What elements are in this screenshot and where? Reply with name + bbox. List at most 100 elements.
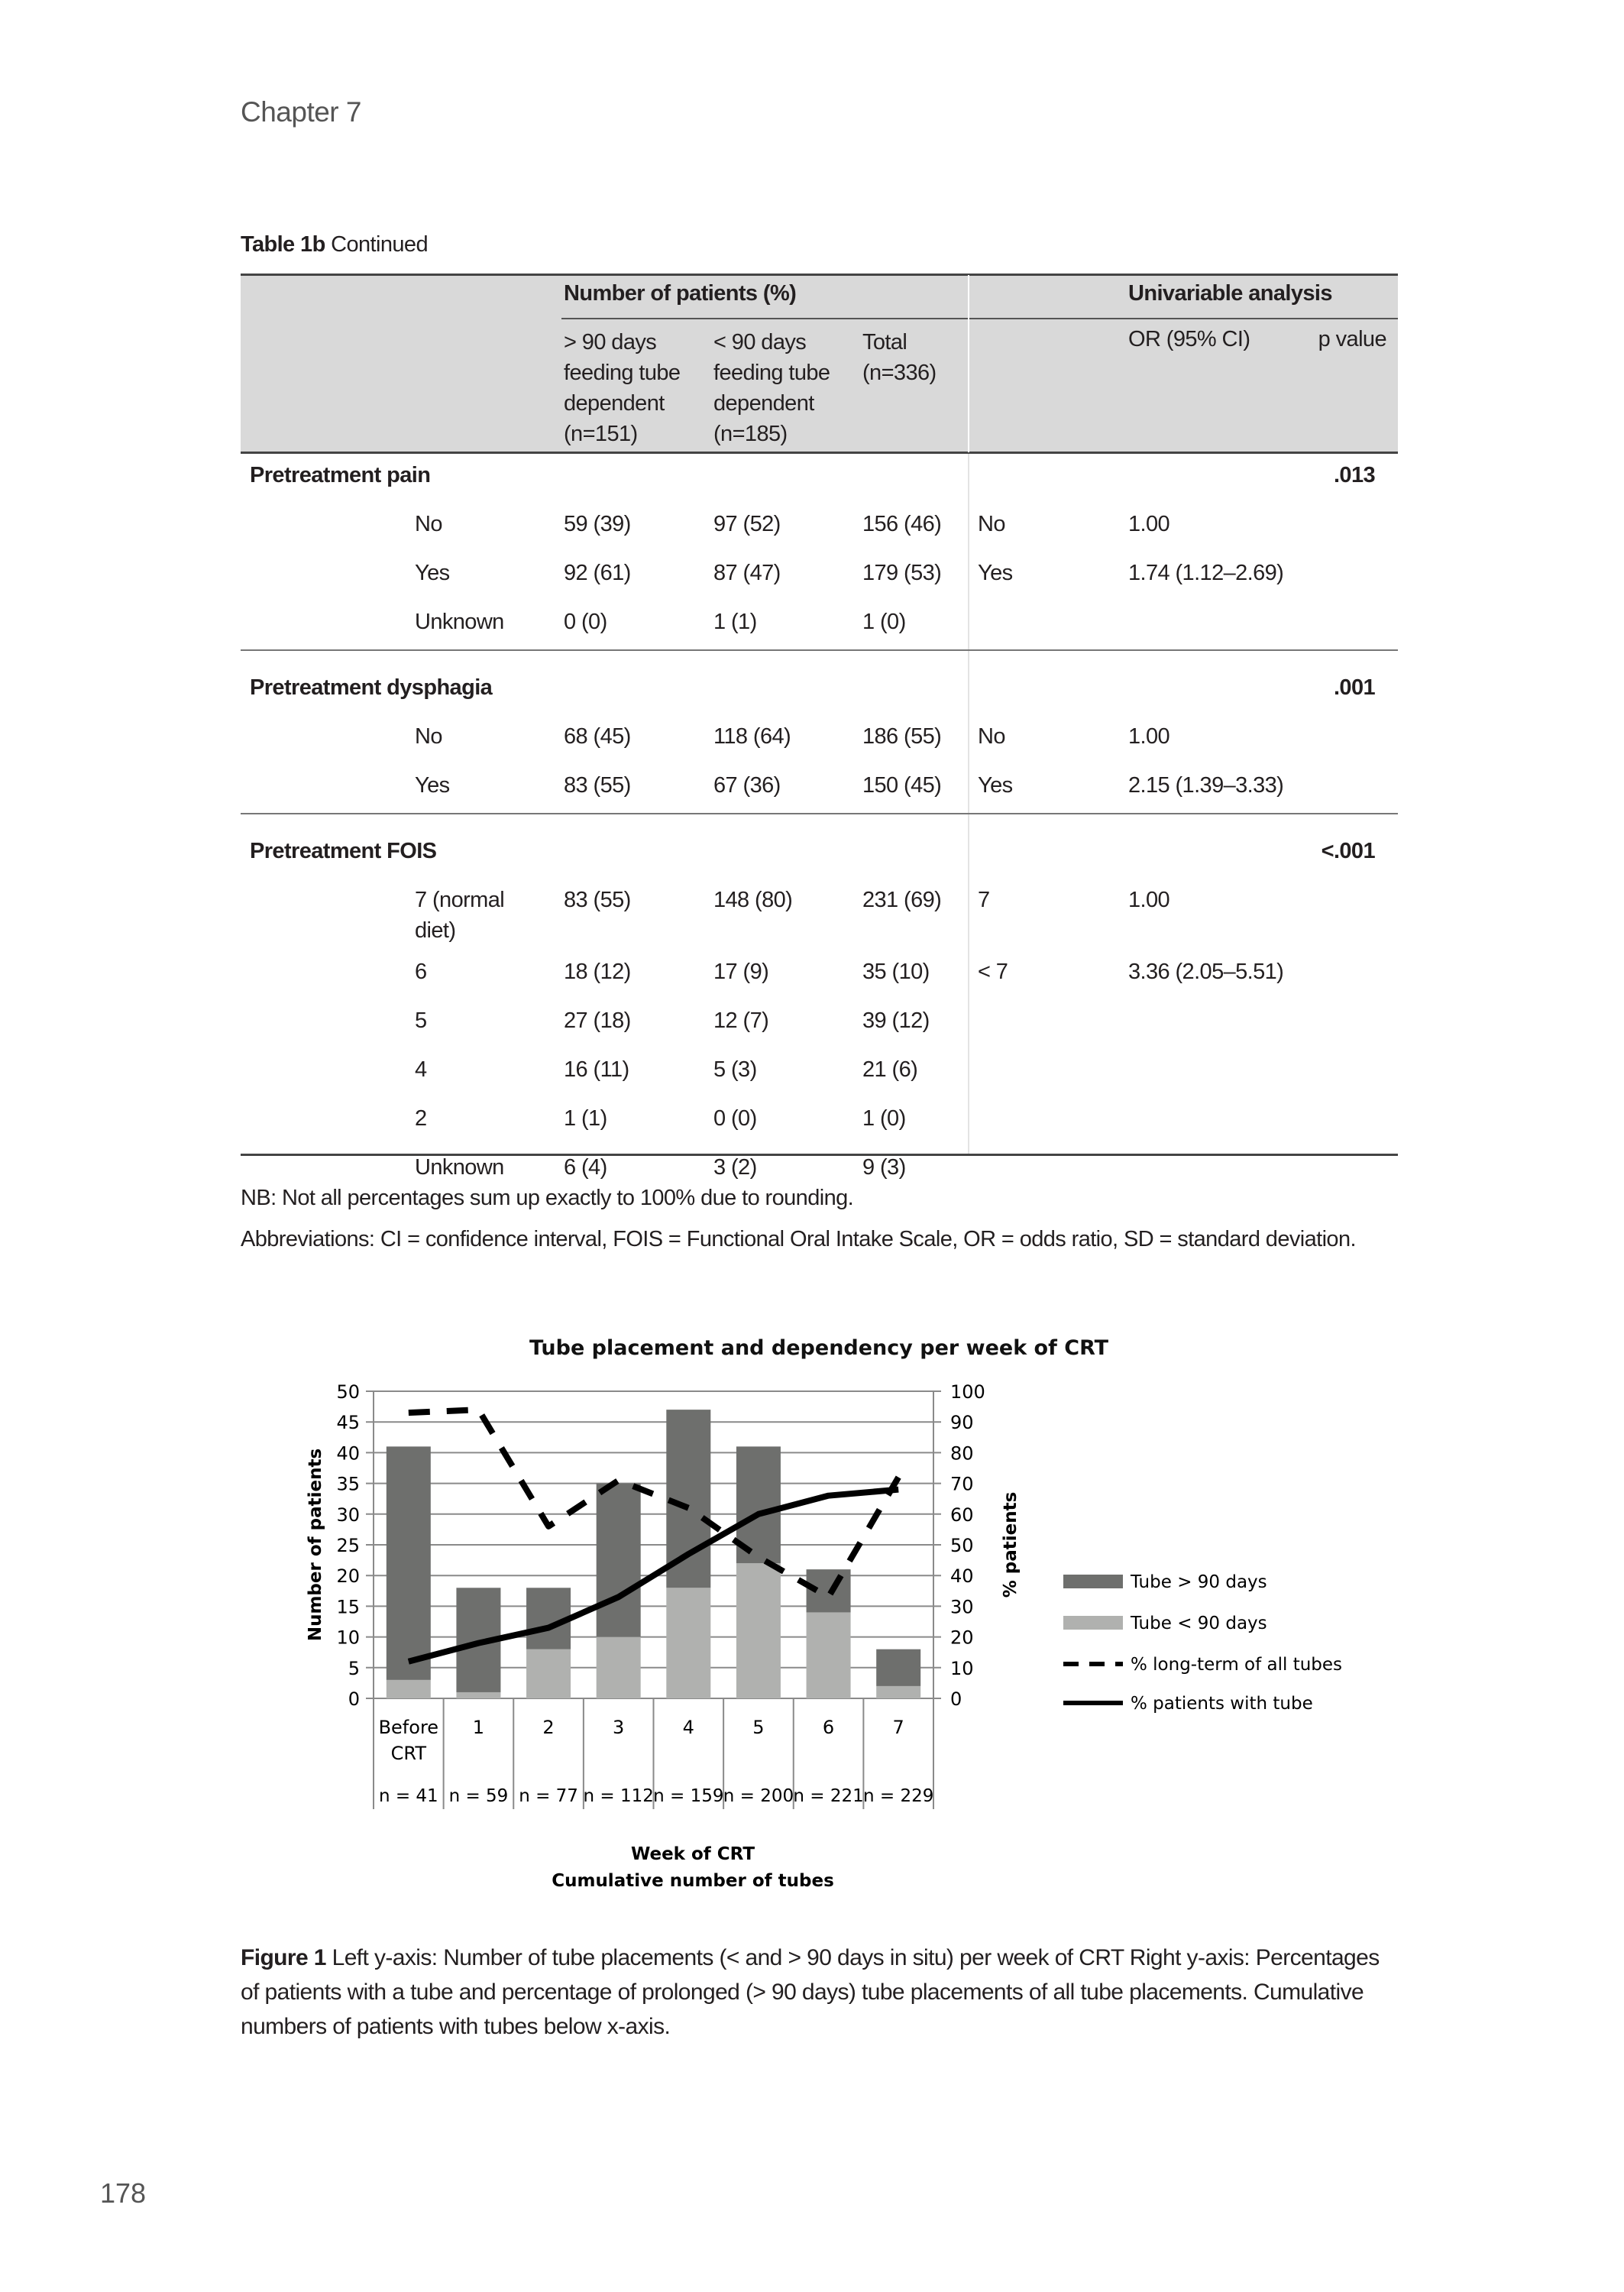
x-axis-subtitle: Cumulative number of tubes — [552, 1871, 834, 1891]
cell-category: < 7 — [978, 960, 1008, 984]
cell-gt90: 18 (12) — [564, 960, 631, 984]
bar-lt90 — [386, 1679, 431, 1698]
caption-text: Left y-axis: Number of tube placements (… — [325, 1945, 1380, 1970]
cell-gt90: 83 (55) — [564, 773, 631, 798]
y-tick-label: 50 — [336, 1381, 360, 1403]
figure-caption-line-3: numbers of patients with tubes below x-a… — [241, 2014, 671, 2039]
legend-swatch — [1063, 1616, 1123, 1630]
row-label: Unknown — [415, 1155, 504, 1180]
y2-tick-label: 70 — [950, 1474, 974, 1495]
col-gt90-line: dependent — [564, 391, 665, 416]
y-tick-label: 15 — [336, 1596, 360, 1617]
table-caption: Table 1b Continued — [241, 232, 429, 257]
cell-category: No — [978, 512, 1005, 536]
section-p-value: .001 — [1333, 675, 1376, 700]
row-label: Unknown — [415, 610, 504, 634]
group-header-patients: Number of patients (%) — [564, 281, 797, 306]
cell-or: 1.00 — [1128, 724, 1170, 749]
y2-tick-label: 100 — [950, 1381, 985, 1403]
row-label: 4 — [415, 1057, 427, 1082]
y2-tick-label: 80 — [950, 1442, 974, 1464]
cell-gt90: 16 (11) — [564, 1057, 629, 1082]
x-tick-label: 3 — [613, 1717, 624, 1738]
cell-category: 7 — [978, 888, 990, 912]
cell-total: 35 (10) — [862, 960, 930, 984]
row-label: No — [415, 512, 442, 536]
header-column-separator — [968, 275, 969, 452]
bar-gt90 — [876, 1649, 921, 1686]
column-header-p: p value — [1318, 327, 1387, 351]
table-abbreviations: Abbreviations: CI = confidence interval,… — [241, 1227, 1357, 1251]
row-label: 5 — [415, 1008, 427, 1033]
cumulative-label: n = 41 — [379, 1786, 438, 1806]
cell-total: 21 (6) — [862, 1057, 918, 1082]
cell-or: 2.15 (1.39–3.33) — [1128, 773, 1284, 798]
y-tick-label: 35 — [336, 1474, 360, 1495]
table-caption-text: Continued — [325, 232, 428, 257]
cell-category: Yes — [978, 773, 1013, 798]
section-title: Pretreatment FOIS — [250, 839, 437, 863]
col-lt90-line: dependent — [713, 391, 814, 416]
cell-or: 1.74 (1.12–2.69) — [1128, 561, 1284, 585]
table-caption-label: Table 1b — [241, 232, 325, 257]
row-label: No — [415, 724, 442, 749]
cell-gt90: 0 (0) — [564, 610, 607, 634]
column-header-lt90: < 90 days feeding tube dependent (n=185) — [713, 327, 830, 449]
bar-gt90 — [666, 1410, 711, 1588]
line-long-term — [408, 1407, 901, 1601]
y-tick-label: 5 — [348, 1658, 360, 1679]
cell-lt90: 3 (2) — [713, 1155, 757, 1180]
x-axis-title: Week of CRT — [631, 1844, 755, 1864]
cell-total: 1 (0) — [862, 610, 906, 634]
bar-lt90 — [526, 1649, 571, 1698]
cell-lt90: 87 (47) — [713, 561, 781, 585]
x-tick-label: 2 — [542, 1717, 554, 1738]
row-label: 7 (normal diet) — [415, 888, 505, 943]
table-note: NB: Not all percentages sum up exactly t… — [241, 1186, 854, 1210]
cell-gt90: 6 (4) — [564, 1155, 607, 1180]
cumulative-label: n = 77 — [519, 1786, 578, 1806]
cell-lt90: 17 (9) — [713, 960, 769, 984]
chart: Tube placement and dependency per week o… — [306, 1336, 1342, 1891]
cumulative-label: n = 221 — [793, 1786, 863, 1806]
chart-title: Tube placement and dependency per week o… — [529, 1336, 1109, 1360]
x-tick-label: Before — [379, 1717, 438, 1738]
legend-label: Tube > 90 days — [1130, 1572, 1267, 1592]
y2-tick-label: 30 — [950, 1596, 974, 1617]
cumulative-label: n = 200 — [723, 1786, 794, 1806]
cell-gt90: 27 (18) — [564, 1008, 631, 1033]
cumulative-label: n = 159 — [653, 1786, 723, 1806]
table-header-background — [241, 275, 1398, 452]
cell-total: 179 (53) — [862, 561, 942, 585]
y-axis-title: Number of patients — [306, 1449, 325, 1641]
cell-lt90: 12 (7) — [713, 1008, 769, 1033]
col-gt90-line: (n=151) — [564, 422, 638, 446]
group-rule-analysis — [969, 318, 1398, 319]
row-label: 2 — [415, 1106, 427, 1131]
y-tick-label: 10 — [336, 1627, 360, 1649]
y-tick-label: 0 — [348, 1688, 360, 1710]
col-gt90-line: feeding tube — [564, 361, 681, 385]
cell-total: 156 (46) — [862, 512, 942, 536]
row-label: Yes — [415, 561, 450, 585]
cell-lt90: 67 (36) — [713, 773, 781, 798]
cell-lt90: 5 (3) — [713, 1057, 757, 1082]
legend-label: % long-term of all tubes — [1131, 1655, 1342, 1675]
figure-caption: Figure 1 Left y-axis: Number of tube pla… — [241, 1941, 1380, 2044]
figure-caption-line-2: of patients with a tube and percentage o… — [241, 1980, 1364, 2005]
col-lt90-line: (n=185) — [713, 422, 788, 446]
x-tick-label: 7 — [893, 1717, 904, 1738]
y-tick-label: 40 — [336, 1442, 360, 1464]
row-label: 6 — [415, 960, 427, 984]
line-with-tube — [407, 1486, 899, 1665]
legend-label: % patients with tube — [1131, 1694, 1313, 1714]
cell-or: 1.00 — [1128, 512, 1170, 536]
cell-total: 1 (0) — [862, 1106, 906, 1131]
cell-gt90: 59 (39) — [564, 512, 631, 536]
bar-lt90 — [736, 1563, 781, 1698]
cell-lt90: 97 (52) — [713, 512, 781, 536]
chapter-header: Chapter 7 — [241, 96, 362, 128]
figure-caption-line-1: Figure 1 Left y-axis: Number of tube pla… — [241, 1941, 1380, 1975]
y2-axis-title: % patients — [1001, 1492, 1021, 1598]
x-tick-label: 5 — [752, 1717, 764, 1738]
